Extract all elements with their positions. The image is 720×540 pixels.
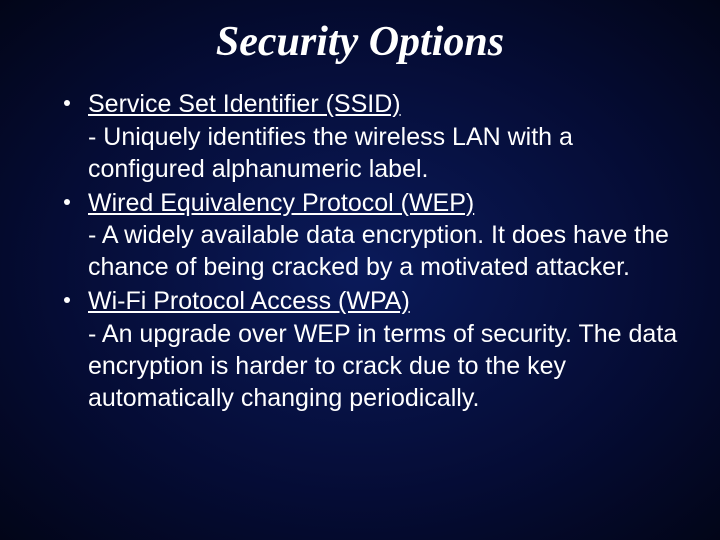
bullet-description: - An upgrade over WEP in terms of securi… (88, 318, 680, 414)
slide-title: Security Options (40, 18, 680, 66)
bullet-heading: Wi-Fi Protocol Access (WPA) (88, 285, 680, 318)
bullet-icon (64, 199, 70, 205)
bullet-item: Wi-Fi Protocol Access (WPA) - An upgrade… (60, 285, 680, 414)
bullet-heading: Service Set Identifier (SSID) (88, 88, 680, 121)
bullet-heading: Wired Equivalency Protocol (WEP) (88, 187, 680, 220)
bullet-icon (64, 297, 70, 303)
bullet-icon (64, 100, 70, 106)
bullet-description: - Uniquely identifies the wireless LAN w… (88, 121, 680, 185)
bullet-description: - A widely available data encryption. It… (88, 219, 680, 283)
slide-content: Service Set Identifier (SSID) - Uniquely… (40, 88, 680, 414)
bullet-item: Wired Equivalency Protocol (WEP) - A wid… (60, 187, 680, 284)
bullet-item: Service Set Identifier (SSID) - Uniquely… (60, 88, 680, 185)
